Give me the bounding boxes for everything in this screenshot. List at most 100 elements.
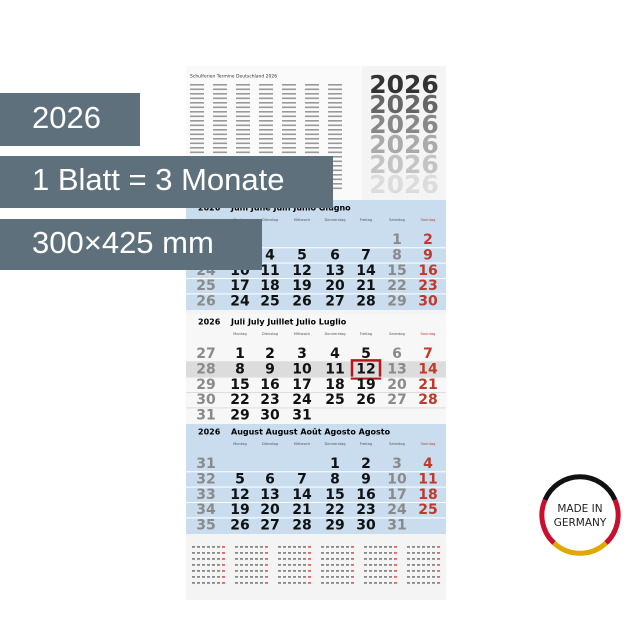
mini-cell [427, 564, 430, 566]
table-cell [190, 138, 204, 140]
mini-cell [298, 576, 301, 578]
mini-cell [288, 546, 291, 548]
table-cell [190, 84, 204, 86]
mini-cell [288, 564, 291, 566]
mini-cell [369, 552, 372, 554]
week-number: 33 [196, 487, 215, 503]
mini-cell [369, 570, 372, 572]
mini-cell [422, 564, 425, 566]
week-number: 31 [196, 456, 215, 472]
day-number: 5 [361, 346, 371, 362]
day-number: 6 [265, 471, 275, 487]
mini-cell [240, 570, 243, 572]
mini-cell [422, 552, 425, 554]
mini-cell [321, 570, 324, 572]
mini-cell [331, 570, 334, 572]
mini-cell [389, 564, 392, 566]
table-cell [236, 147, 250, 149]
table-cell [282, 133, 296, 136]
mini-cell [222, 558, 225, 560]
mini-cell [341, 570, 344, 572]
mini-cell [326, 570, 329, 572]
mini-calendars [192, 546, 440, 584]
mini-cell [394, 564, 397, 566]
day-number: 19 [230, 502, 249, 518]
mini-cell [326, 546, 329, 548]
mini-cell [298, 570, 301, 572]
day-number: 18 [418, 487, 437, 503]
table-cell [190, 93, 204, 95]
mini-cell [260, 582, 263, 584]
week-number: 32 [196, 471, 215, 487]
weekday-label: Sonntag [421, 442, 436, 446]
mini-cell [202, 558, 205, 560]
mini-cell [240, 552, 243, 554]
table-cell [305, 93, 319, 95]
mini-cell [417, 582, 420, 584]
mini-cell [212, 582, 215, 584]
week-number: 30 [196, 392, 216, 408]
table-cell [190, 102, 204, 104]
mini-cell [260, 552, 263, 554]
table-cell [236, 88, 250, 91]
month-year: 2026 [198, 428, 221, 437]
day-number: 2 [361, 456, 371, 472]
weekday-label: Mittwoch [294, 218, 310, 222]
mini-cell [260, 576, 263, 578]
day-number: 3 [392, 456, 402, 472]
mini-cell [197, 564, 200, 566]
mini-cell [293, 576, 296, 578]
mini-cell [192, 582, 195, 584]
table-cell [305, 120, 319, 122]
mini-cell [245, 546, 248, 548]
mini-cell [217, 570, 220, 572]
table-cell [328, 120, 342, 122]
table-cell [305, 102, 319, 104]
mini-cell [346, 570, 349, 572]
mini-cell [265, 552, 268, 554]
mini-cell [389, 558, 392, 560]
table-cell [213, 106, 227, 109]
mini-cell [278, 552, 281, 554]
week-number: 34 [196, 502, 216, 518]
mini-cell [283, 570, 286, 572]
table-cell [213, 120, 227, 122]
day-number: 30 [418, 294, 438, 310]
mini-cell [235, 582, 238, 584]
week-number: 35 [196, 518, 215, 534]
table-cell [213, 84, 227, 86]
mini-cell [255, 552, 258, 554]
mini-cell [336, 576, 339, 578]
table-cell [282, 84, 296, 86]
mini-cell [379, 546, 382, 548]
mini-cell [394, 558, 397, 560]
table-cell [305, 97, 319, 100]
table-cell [259, 129, 273, 131]
mini-cell [278, 546, 281, 548]
day-number: 21 [356, 278, 375, 294]
day-number: 30 [260, 408, 280, 424]
table-cell [305, 133, 319, 136]
mini-cell [192, 570, 195, 572]
mini-cell [417, 558, 420, 560]
mini-cell [207, 582, 210, 584]
cover-year: 2026 [369, 150, 439, 179]
day-number: 13 [260, 487, 279, 503]
mini-cell [384, 570, 387, 572]
mini-cell [245, 552, 248, 554]
mini-cell [308, 558, 311, 560]
day-number: 3 [297, 346, 307, 362]
mini-cell [417, 546, 420, 548]
mini-cell [283, 576, 286, 578]
weekday-label: Montag [233, 442, 246, 446]
weekday-label: Dienstag [262, 332, 278, 336]
weekday-label: Freitag [360, 332, 372, 336]
mini-cell [407, 564, 410, 566]
weekday-label: Mittwoch [294, 442, 310, 446]
mini-cell [278, 582, 281, 584]
mini-cell [341, 558, 344, 560]
day-number: 27 [387, 392, 406, 408]
table-cell [236, 120, 250, 122]
day-number: 14 [292, 487, 312, 503]
day-number: 14 [356, 263, 376, 279]
